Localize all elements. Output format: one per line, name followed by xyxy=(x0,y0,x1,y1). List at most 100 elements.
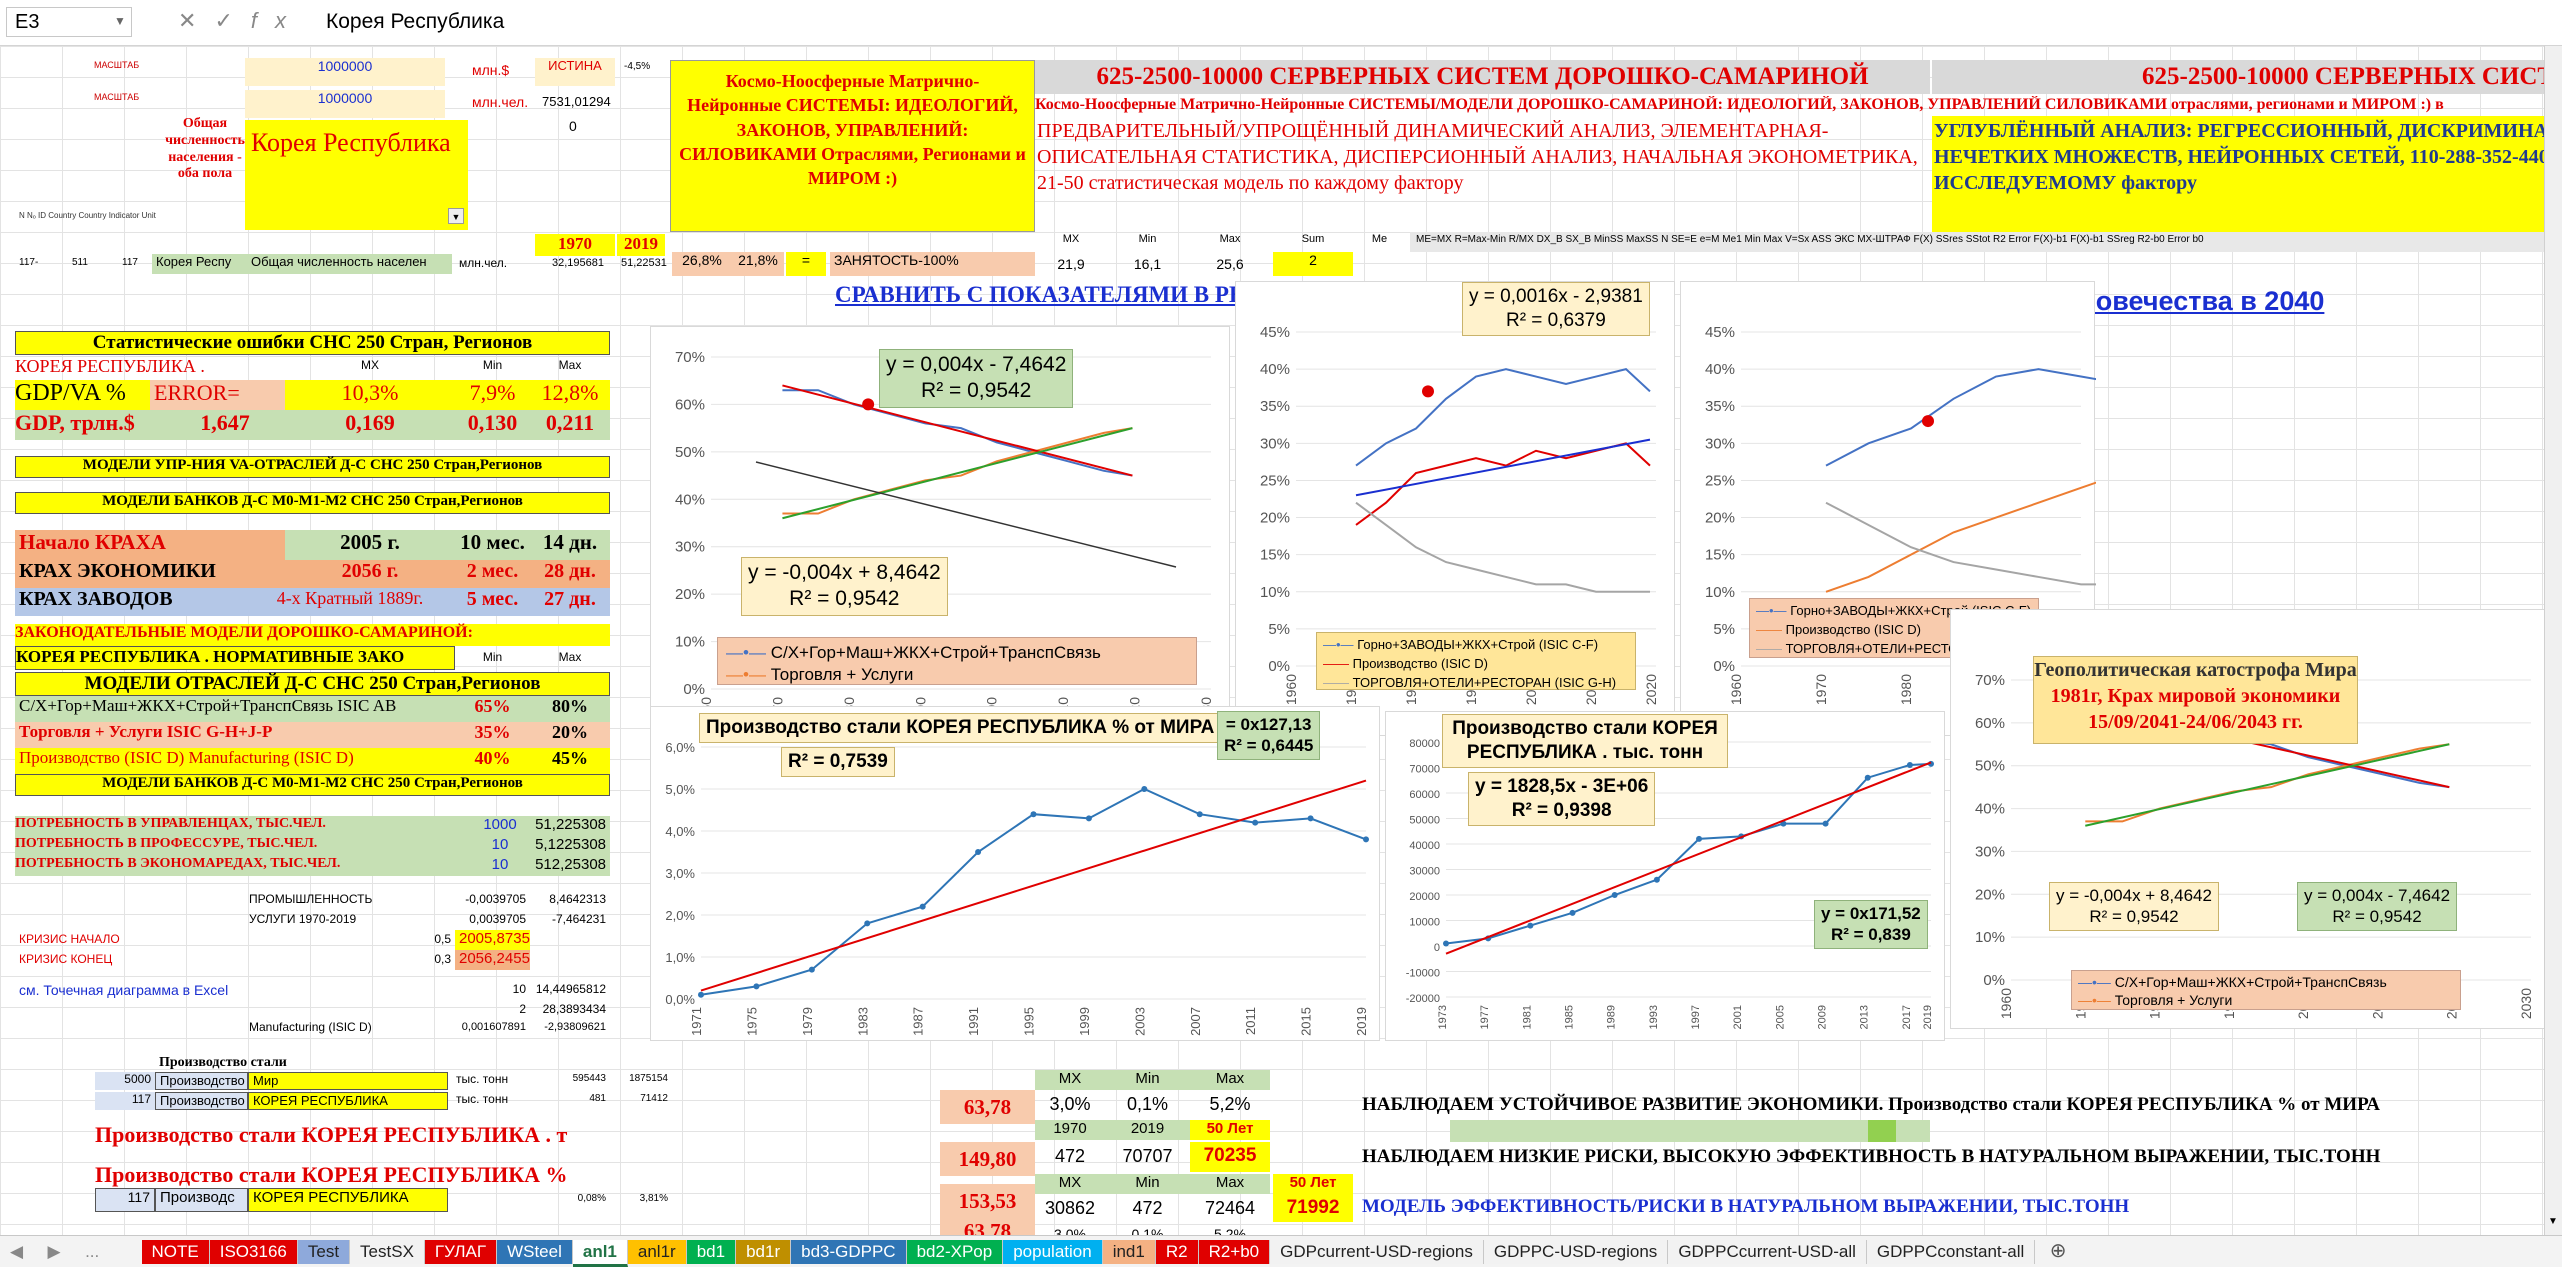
vertical-scrollbar[interactable] xyxy=(2544,46,2562,1235)
name-box-dropdown-icon[interactable]: ▼ xyxy=(114,14,126,28)
col-header-sum: Sum xyxy=(1301,233,1325,245)
crash-econ-days[interactable]: 28 дн. xyxy=(530,560,610,588)
tab-bd1r[interactable]: bd1r xyxy=(736,1240,792,1264)
pct2-cell[interactable]: 21,8% xyxy=(732,252,784,276)
add-sheet-icon[interactable]: ⊕ xyxy=(2049,1240,2067,1262)
bottom-name[interactable]: КОРЕЯ РЕСПУБЛИКА xyxy=(248,1188,448,1212)
crash-start-days[interactable]: 14 дн. xyxy=(530,530,610,560)
crisis-end-b[interactable]: 2056,2455 xyxy=(455,950,530,970)
need1-a[interactable]: 1000 xyxy=(470,816,530,836)
min-cell: 16,1 xyxy=(1133,256,1162,272)
sector1-min[interactable]: 65% xyxy=(455,696,530,722)
chart-steel-pct[interactable]: 0,0% 1,0% 2,0% 3,0% 4,0% 5,0% 6,0% 1971 1975 1979… xyxy=(650,706,1380,1041)
employment-cell[interactable]: ЗАНЯТОСТЬ-100% xyxy=(830,252,1035,276)
scale-value[interactable]: 1000000 xyxy=(245,90,445,118)
tab-bd3-gdppc[interactable]: bd3-GDPPC xyxy=(791,1240,907,1264)
row-country[interactable]: Корея Респу xyxy=(152,254,247,274)
tab-anl1[interactable]: anl1 xyxy=(572,1240,628,1267)
sum-cell[interactable]: 2 xyxy=(1273,252,1353,276)
tab-gdpcurrent-usd-regions[interactable]: GDPcurrent-USD-regions xyxy=(1270,1240,1484,1264)
gdpva-min[interactable]: 7,9% xyxy=(455,380,530,410)
tab-ind1[interactable]: ind1 xyxy=(1102,1240,1156,1264)
bp-r2-a: 472 xyxy=(1054,1146,1086,1166)
name-box[interactable]: E3 xyxy=(6,7,132,37)
chart-geo[interactable]: 0%10%20%30%40%50%60%70%19601970198019902… xyxy=(1950,609,2550,1029)
chart-steel-tons[interactable]: -20000 -10000 0 10000 20000 30000 40000 50000 60… xyxy=(1385,711,1945,1041)
bp-v3[interactable]: 153,53 xyxy=(940,1184,1035,1218)
crisis-start-b[interactable]: 2005,8735 xyxy=(455,930,530,950)
tab-wsteel[interactable]: WSteel xyxy=(497,1240,573,1264)
tab-note[interactable]: NOTE xyxy=(141,1240,210,1264)
fx-icon[interactable]: fx xyxy=(250,8,304,33)
cancel-icon[interactable]: ✕ xyxy=(178,8,215,33)
scroll-down-icon[interactable]: ▼ xyxy=(2548,1216,2558,1227)
chart-sectors[interactable]: 0%10%20%30%40%50%60%70%19601970198019902… xyxy=(650,326,1230,736)
country-selector[interactable]: Корея Республика xyxy=(245,120,468,230)
gdp-max[interactable]: 0,211 xyxy=(530,410,610,440)
scale-value[interactable]: 1000000 xyxy=(245,58,445,86)
bp-v4[interactable]: 63,78 xyxy=(940,1218,1035,1235)
tab-gdppc-usd-regions[interactable]: GDPPC-USD-regions xyxy=(1483,1240,1669,1264)
crash-start-months[interactable]: 10 мес. xyxy=(455,530,530,560)
tab-anl1r[interactable]: anl1r xyxy=(627,1240,687,1264)
tab-bd1[interactable]: bd1 xyxy=(686,1240,737,1264)
series-line-0 xyxy=(1355,368,1651,467)
gdp-min[interactable]: 0,130 xyxy=(455,410,530,440)
country-dropdown-icon[interactable]: ▼ xyxy=(448,208,464,224)
bp-v2[interactable]: 149,80 xyxy=(940,1142,1035,1176)
y-tick-label: 10% xyxy=(1975,929,2005,946)
prev-sheet-icon[interactable]: ◀ xyxy=(10,1242,24,1261)
tab-гулаг[interactable]: ГУЛАГ xyxy=(424,1240,498,1264)
tab-ellipsis[interactable]: ... xyxy=(85,1242,100,1261)
tab-r2[interactable]: R2 xyxy=(1155,1240,1199,1264)
formula-input[interactable]: Корея Республика xyxy=(326,10,505,33)
need2-b[interactable]: 5,1225308 xyxy=(530,836,610,856)
crash-plants-days[interactable]: 27 дн. xyxy=(530,588,610,616)
kor-name[interactable]: КОРЕЯ РЕСПУБЛИКА xyxy=(248,1092,448,1110)
next-sheet-icon[interactable]: ▶ xyxy=(47,1242,61,1261)
bp-v1[interactable]: 63,78 xyxy=(940,1090,1035,1124)
x-tick-label: 1960 xyxy=(1728,674,1744,705)
crash-start-year[interactable]: 2005 г. xyxy=(285,530,455,560)
scatter-link[interactable]: см. Точечная диаграмма в Excel xyxy=(19,982,229,998)
bottom-v1: 0,08% xyxy=(577,1193,606,1204)
crash-econ-months[interactable]: 2 мес. xyxy=(455,560,530,588)
tab-test[interactable]: Test xyxy=(297,1240,351,1264)
gdpva-mx[interactable]: 10,3% xyxy=(285,380,455,410)
need3-a[interactable]: 10 xyxy=(470,856,530,876)
need2-a[interactable]: 10 xyxy=(470,836,530,856)
world-name[interactable]: Мир xyxy=(248,1072,448,1090)
bp-r3-c[interactable]: 71992 xyxy=(1273,1194,1353,1222)
bp-r2-c[interactable]: 70235 xyxy=(1190,1142,1270,1172)
tab-population[interactable]: population xyxy=(1003,1240,1103,1264)
confirm-icon[interactable]: ✓ xyxy=(214,8,251,33)
tab-iso3166[interactable]: ISO3166 xyxy=(209,1240,298,1264)
truth-cell[interactable]: ИСТИНА xyxy=(535,58,615,86)
crash-plants-months[interactable]: 5 мес. xyxy=(455,588,530,616)
need3-b[interactable]: 512,25308 xyxy=(530,856,610,876)
tab-gdppccurrent-usd-all[interactable]: GDPPCcurrent-USD-all xyxy=(1668,1240,1867,1264)
tab-bd2-xpop[interactable]: bd2-XPop xyxy=(906,1240,1004,1264)
pct1-cell[interactable]: 26,8% xyxy=(672,252,732,276)
crash-plants-note[interactable]: 4-х Кратный 1889г. xyxy=(245,588,455,616)
gdp-mx[interactable]: 0,169 xyxy=(285,410,455,440)
steel-title: Производство стали xyxy=(159,1055,287,1070)
sector2-min[interactable]: 35% xyxy=(455,722,530,748)
sector3-max[interactable]: 45% xyxy=(530,748,610,774)
tab-testsx[interactable]: TestSX xyxy=(350,1240,425,1264)
need1-b[interactable]: 51,225308 xyxy=(530,816,610,836)
y-tick-label: 50% xyxy=(1975,758,2005,775)
spreadsheet-grid[interactable]: МАСШТАБ МАСШТАБ 1000000 1000000 млн.$ мл… xyxy=(0,46,2562,1235)
gdpva-max[interactable]: 12,8% xyxy=(530,380,610,410)
chart-industry[interactable]: 0%5%10%15%20%25%30%35%40%45%196019701980… xyxy=(1235,281,1675,736)
row2-b: 28,3893434 xyxy=(542,1002,606,1016)
equals-cell[interactable]: = xyxy=(786,252,826,276)
crash-econ-year[interactable]: 2056 г. xyxy=(285,560,455,588)
row-desc[interactable]: Общая численность населен xyxy=(247,254,452,274)
sector2-max[interactable]: 20% xyxy=(530,722,610,748)
sector3-min[interactable]: 40% xyxy=(455,748,530,774)
tab-gdppcconstant-all[interactable]: GDPPCconstant-all xyxy=(1866,1240,2036,1264)
sector1-max[interactable]: 80% xyxy=(530,696,610,722)
gdp-value[interactable]: 1,647 xyxy=(165,410,285,440)
tab-r2+b0[interactable]: R2+b0 xyxy=(1198,1240,1271,1264)
